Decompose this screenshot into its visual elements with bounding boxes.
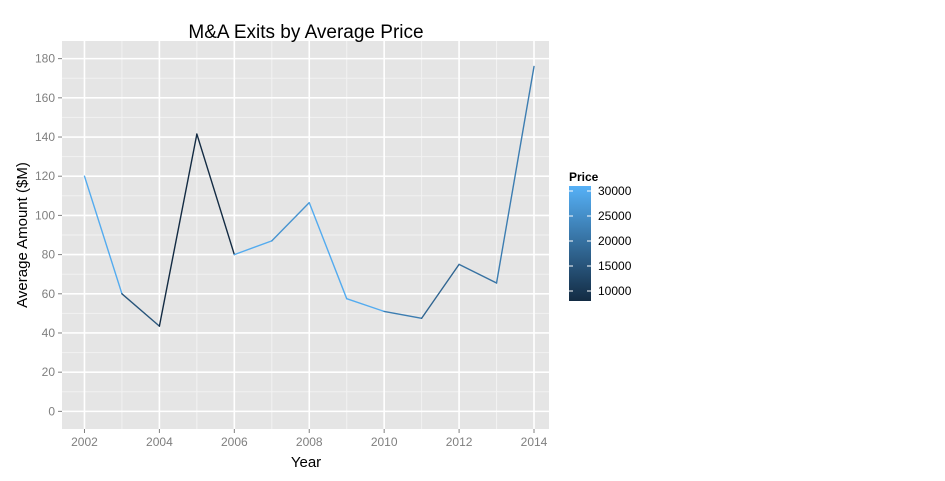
x-tick-label: 2002: [71, 435, 98, 449]
chart-title: M&A Exits by Average Price: [188, 22, 423, 43]
line-segment: [271, 201, 310, 242]
legend-label: 15000: [598, 259, 632, 273]
x-tick-label: 2004: [146, 435, 173, 449]
line-segment: [158, 133, 198, 327]
line-segment: [458, 263, 498, 284]
x-axis-ticks: 2002 2004 2006 2008 2010 2012 2014: [71, 429, 548, 449]
x-axis-title: Year: [291, 454, 321, 471]
y-axis-ticks: 0 20 40 60 80 100 120 140 160 180: [35, 52, 62, 418]
y-tick-label: 140: [35, 130, 55, 144]
data-series: [83, 65, 535, 327]
line-segment: [346, 297, 385, 313]
line-segment: [121, 293, 161, 327]
line-segment: [383, 310, 423, 319]
y-tick-label: 0: [48, 404, 55, 418]
price-legend: Price 30000 25000 20000 15000 10000: [569, 170, 632, 301]
line-segment: [308, 201, 348, 300]
y-axis-title: Average Amount ($M): [14, 162, 31, 308]
legend-label: 25000: [598, 209, 632, 223]
x-tick-label: 2010: [371, 435, 398, 449]
y-tick-label: 120: [35, 169, 55, 183]
legend-label: 10000: [598, 284, 632, 298]
x-tick-label: 2012: [446, 435, 473, 449]
y-tick-label: 80: [42, 248, 56, 262]
line-segment: [196, 133, 236, 256]
legend-colorbar: [569, 186, 591, 301]
line-segment: [420, 263, 460, 319]
y-tick-label: 40: [42, 326, 56, 340]
legend-title: Price: [569, 170, 599, 184]
line-segment: [233, 240, 273, 256]
x-tick-label: 2006: [221, 435, 248, 449]
line-segment: [495, 65, 535, 284]
minor-grid: [62, 41, 549, 429]
line-segment: [83, 175, 123, 295]
y-tick-label: 160: [35, 91, 55, 105]
x-tick-label: 2014: [521, 435, 548, 449]
x-tick-label: 2008: [296, 435, 323, 449]
legend-label: 20000: [598, 234, 632, 248]
y-tick-label: 20: [42, 365, 56, 379]
legend-label: 30000: [598, 184, 632, 198]
major-grid: [62, 41, 549, 429]
y-tick-label: 100: [35, 208, 55, 222]
y-tick-label: 60: [42, 287, 56, 301]
legend-ticks: 30000 25000 20000 15000 10000: [569, 184, 632, 298]
y-tick-label: 180: [35, 52, 55, 66]
